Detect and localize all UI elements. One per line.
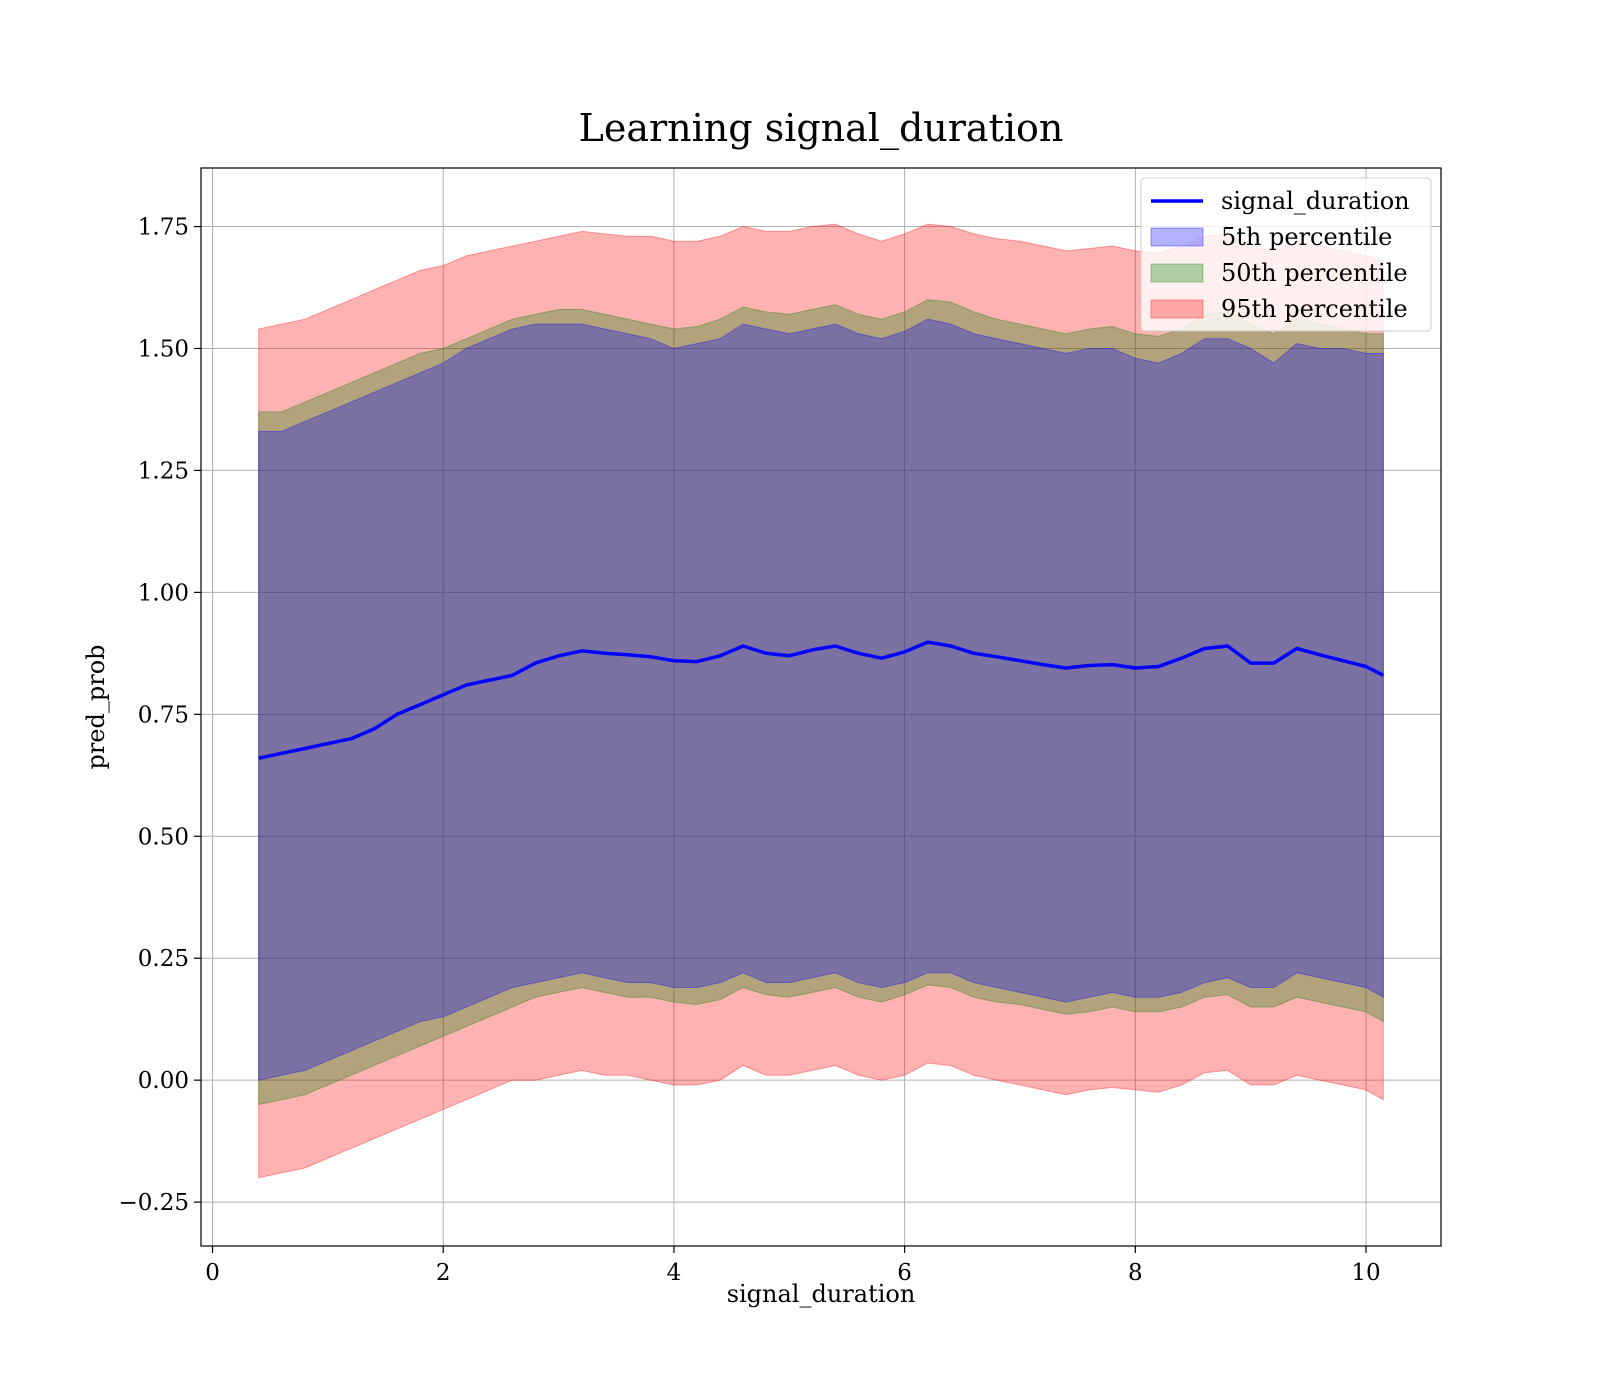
x-axis-title: signal_duration bbox=[727, 1280, 916, 1308]
x-tick-label: 10 bbox=[1351, 1260, 1380, 1286]
legend-label-50th-percentile: 50th percentile bbox=[1221, 259, 1408, 287]
band-95th-percentile bbox=[258, 223, 1384, 1179]
y-tick-label: 0.50 bbox=[138, 824, 189, 850]
legend-label-95th-percentile: 95th percentile bbox=[1221, 295, 1408, 323]
x-tick-label: 4 bbox=[667, 1260, 682, 1286]
y-axis-ticks: −0.25 0.00 0.25 0.50 0.75 1.00 1.25 1.50 1.75 bbox=[119, 215, 201, 1216]
series-line-signal_duration bbox=[258, 640, 1385, 760]
legend-swatch-50th-percentile bbox=[1150, 263, 1204, 283]
band-layer bbox=[258, 223, 1384, 1179]
y-axis-title: pred_prob bbox=[82, 644, 110, 769]
legend-swatch-5th-percentile bbox=[1150, 227, 1204, 247]
x-tick-label: 2 bbox=[436, 1260, 451, 1286]
x-tick-label: 8 bbox=[1128, 1260, 1143, 1286]
legend-swatch-95th-percentile bbox=[1150, 299, 1204, 319]
legend: signal_duration 5th percentile 50th percen… bbox=[1140, 177, 1432, 332]
grid-layer bbox=[201, 168, 1441, 1246]
y-tick-label: 0.25 bbox=[138, 946, 189, 972]
y-tick-label: 1.50 bbox=[138, 336, 189, 362]
y-tick-label: 1.25 bbox=[138, 458, 189, 484]
band-5th-percentile bbox=[258, 318, 1384, 1081]
y-tick-label: 0.75 bbox=[138, 702, 189, 728]
plot-frame bbox=[200, 167, 1442, 1247]
legend-label-signal_duration: signal_duration bbox=[1221, 187, 1410, 215]
x-tick-label: 6 bbox=[897, 1260, 912, 1286]
legend-box bbox=[1140, 177, 1432, 332]
y-tick-label: 1.75 bbox=[138, 215, 189, 241]
x-tick-label: 0 bbox=[205, 1260, 220, 1286]
y-tick-label: 0.00 bbox=[138, 1068, 189, 1094]
legend-label-5th-percentile: 5th percentile bbox=[1221, 223, 1392, 251]
x-axis-ticks: 0 2 4 6 8 10 bbox=[205, 1246, 1381, 1286]
chart-title: Learning signal_duration bbox=[579, 106, 1064, 151]
y-tick-label: −0.25 bbox=[119, 1190, 189, 1216]
y-tick-label: 1.00 bbox=[138, 580, 189, 606]
line-layer bbox=[258, 640, 1385, 760]
band-50th-percentile bbox=[258, 299, 1384, 1106]
